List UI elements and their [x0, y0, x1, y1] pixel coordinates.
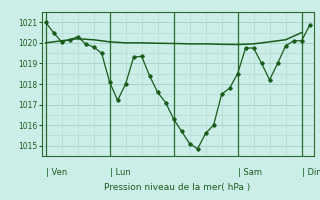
Text: | Sam: | Sam — [237, 168, 261, 177]
Text: | Ven: | Ven — [46, 168, 67, 177]
Text: | Dim: | Dim — [302, 168, 320, 177]
Text: | Lun: | Lun — [109, 168, 130, 177]
Text: Pression niveau de la mer( hPa ): Pression niveau de la mer( hPa ) — [104, 183, 251, 192]
